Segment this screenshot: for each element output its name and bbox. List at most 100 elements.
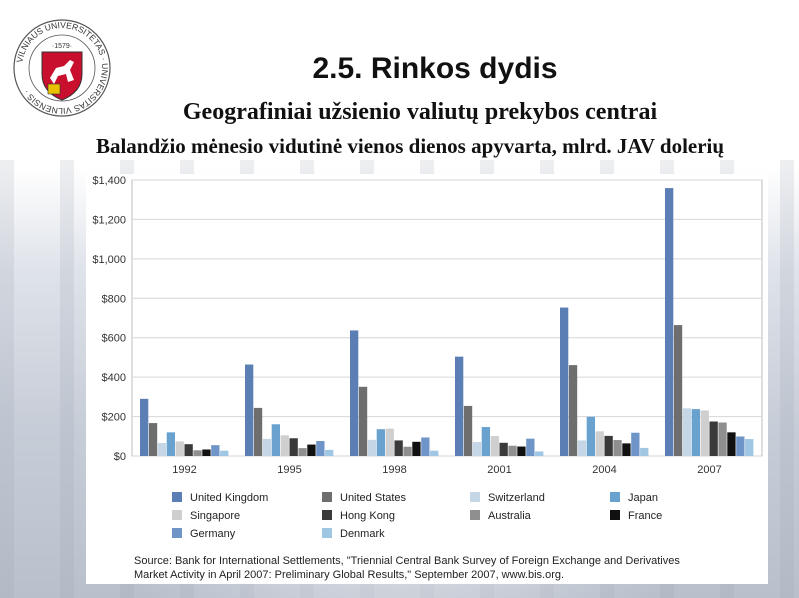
- bar-france-1992: [202, 449, 211, 456]
- bar-germany-1992: [211, 445, 220, 456]
- legend-label: France: [628, 510, 662, 522]
- bar-hong-kong-1995: [289, 438, 298, 456]
- bar-france-1995: [307, 444, 316, 456]
- bar-united-states-2004: [568, 365, 578, 456]
- x-axis-ticks: 1992 1995 1998 2001 2004 2007: [172, 464, 721, 476]
- bar-switzerland-2004: [577, 440, 587, 456]
- y-tick-label: $1,400: [92, 175, 126, 187]
- bars-layer: [140, 188, 754, 456]
- y-tick-label: $200: [102, 412, 126, 424]
- bar-france-2001: [517, 446, 526, 456]
- bar-germany-2007: [736, 436, 745, 456]
- legend-swatch: [470, 492, 480, 502]
- page-title: 2.5. Rinkos dydis: [312, 52, 558, 85]
- legend-swatch: [172, 492, 182, 502]
- y-tick-label: $800: [102, 293, 126, 305]
- bar-denmark-1992: [220, 450, 229, 456]
- bar-switzerland-2007: [682, 408, 692, 456]
- bar-chart: $0 $200 $400 $600 $800 $1,000 $1,200 $1,400 199…: [92, 175, 763, 540]
- bar-japan-1995: [271, 424, 280, 456]
- bar-singapore-1995: [280, 435, 289, 456]
- legend-swatch: [172, 528, 182, 538]
- bar-denmark-2004: [640, 447, 649, 456]
- bar-switzerland-1998: [367, 439, 377, 456]
- svg-text:·1579·: ·1579·: [52, 43, 72, 50]
- bar-switzerland-1992: [157, 442, 167, 456]
- bar-singapore-1992: [175, 441, 184, 456]
- legend-label: Hong Kong: [340, 510, 395, 522]
- chart-description: Balandžio mėnesio vidutinė vienos dienos…: [95, 134, 725, 158]
- bar-united-states-2001: [463, 405, 473, 456]
- bar-germany-1995: [316, 441, 325, 456]
- y-tick-label: $400: [102, 372, 126, 384]
- bar-hong-kong-1998: [394, 440, 403, 456]
- y-tick-label: $1,000: [92, 254, 126, 266]
- bar-united-states-1992: [148, 423, 158, 456]
- bar-singapore-2007: [700, 410, 709, 456]
- bar-switzerland-1995: [262, 438, 272, 456]
- legend-label: Singapore: [190, 510, 240, 522]
- bar-singapore-1998: [385, 428, 394, 456]
- y-axis-ticks: $0 $200 $400 $600 $800 $1,000 $1,200 $1,400: [92, 175, 126, 463]
- bar-singapore-2004: [595, 431, 604, 456]
- bar-australia-1992: [193, 450, 202, 456]
- bar-australia-1995: [298, 448, 307, 456]
- grid-layer: [131, 179, 763, 457]
- university-seal-logo: VILNIAUS UNIVERSITETAS · UNIVERSITAS VIL…: [13, 19, 111, 117]
- legend-swatch: [322, 528, 332, 538]
- legend-label: Japan: [628, 492, 658, 504]
- legend-swatch: [322, 510, 332, 520]
- source-line-1: Source: Bank for International Settlemen…: [134, 555, 680, 567]
- legend-swatch: [172, 510, 182, 520]
- bar-hong-kong-2001: [499, 442, 508, 456]
- bar-australia-2007: [718, 422, 727, 456]
- bar-germany-1998: [421, 437, 430, 456]
- y-tick-label: $600: [102, 333, 126, 345]
- legend-label: Germany: [190, 528, 236, 540]
- bar-australia-1998: [403, 446, 412, 456]
- bar-germany-2001: [526, 438, 535, 456]
- bar-hong-kong-1992: [184, 444, 193, 456]
- bar-hong-kong-2007: [709, 421, 718, 456]
- source-note: Source: Bank for International Settlemen…: [134, 554, 754, 582]
- legend-label: Australia: [488, 510, 532, 522]
- y-tick-label: $0: [114, 451, 126, 463]
- x-tick-label: 2007: [697, 464, 721, 476]
- bar-japan-2007: [691, 409, 700, 456]
- bar-japan-2004: [586, 416, 595, 456]
- x-tick-label: 2001: [487, 464, 511, 476]
- bar-australia-2004: [613, 440, 622, 456]
- bar-hong-kong-2004: [604, 435, 613, 456]
- legend-swatch: [322, 492, 332, 502]
- plot-area: [131, 179, 763, 457]
- bar-denmark-2001: [535, 451, 544, 456]
- bar-switzerland-2001: [472, 442, 482, 456]
- bar-denmark-1998: [430, 450, 439, 456]
- x-tick-label: 1998: [382, 464, 406, 476]
- bar-united-kingdom-1992: [140, 398, 149, 456]
- y-tick-label: $1,200: [92, 214, 126, 226]
- page-subtitle: Geografiniai užsienio valiutų prekybos c…: [182, 99, 658, 125]
- legend-swatch: [610, 492, 620, 502]
- bar-japan-2001: [481, 427, 490, 456]
- bar-singapore-2001: [490, 436, 499, 456]
- bar-united-kingdom-1998: [350, 330, 359, 456]
- source-line-2: Market Activity in April 2007: Prelimina…: [134, 569, 565, 581]
- bar-australia-2001: [508, 445, 517, 456]
- bar-united-kingdom-1995: [245, 364, 254, 456]
- bar-japan-1992: [166, 432, 175, 456]
- x-tick-label: 1992: [172, 464, 196, 476]
- bar-denmark-1995: [325, 449, 334, 456]
- bar-united-kingdom-2007: [665, 188, 674, 456]
- legend-label: United States: [340, 492, 407, 504]
- bar-united-states-2007: [673, 325, 683, 456]
- legend-label: Denmark: [340, 528, 385, 540]
- legend-label: Switzerland: [488, 492, 545, 504]
- legend-label: United Kingdom: [190, 492, 268, 504]
- bar-united-kingdom-2004: [560, 307, 569, 456]
- bar-united-kingdom-2001: [455, 356, 464, 456]
- legend-swatch: [470, 510, 480, 520]
- chart-panel: $0 $200 $400 $600 $800 $1,000 $1,200 $1,400 199…: [86, 174, 768, 584]
- bar-united-states-1998: [358, 386, 368, 456]
- legend-swatch: [610, 510, 620, 520]
